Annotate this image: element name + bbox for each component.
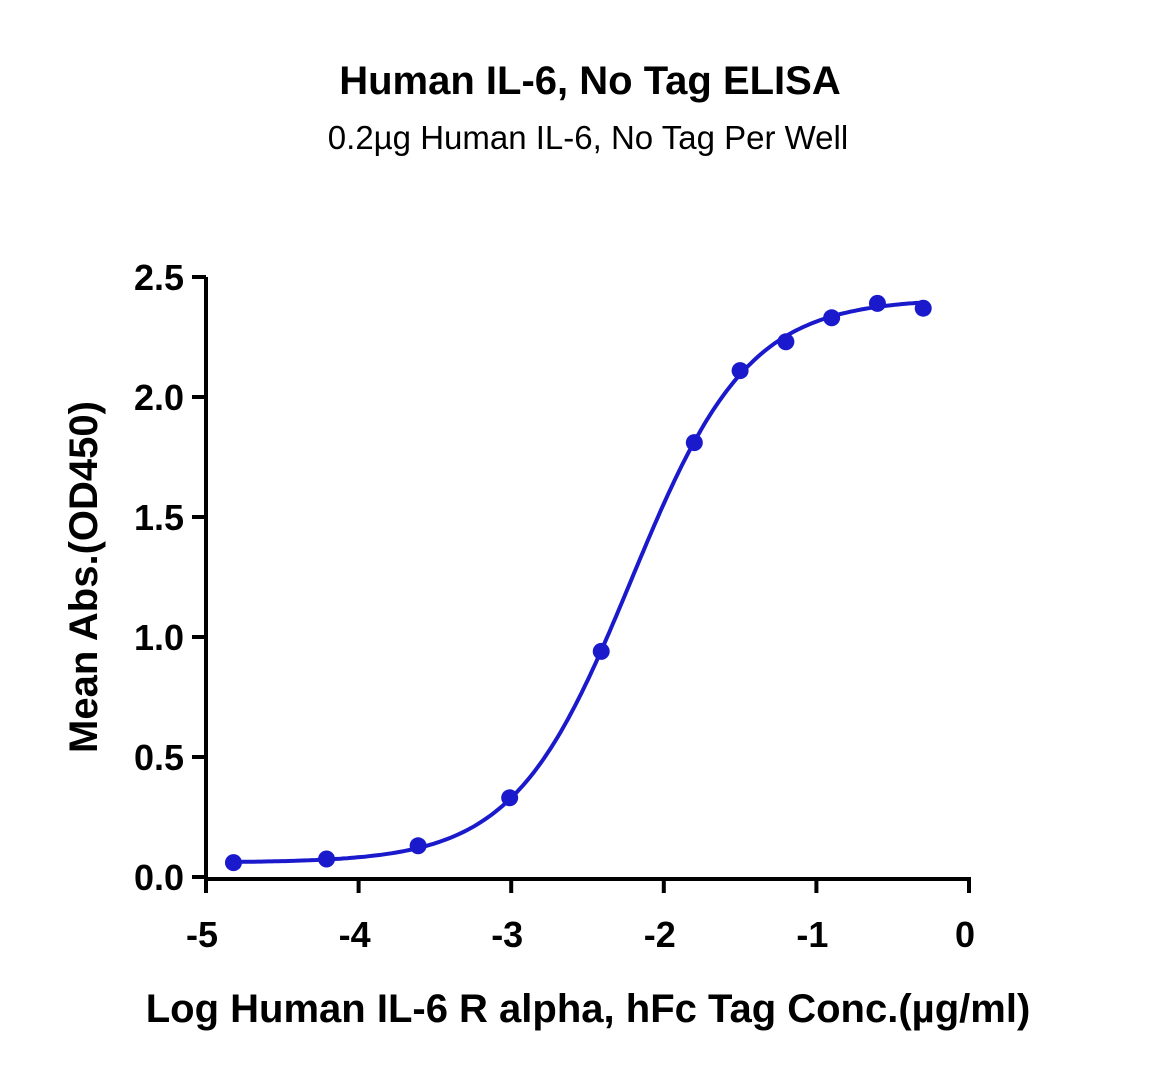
y-tick-label: 0.5 [134, 737, 184, 778]
fit-curve [233, 300, 924, 864]
data-point [823, 309, 841, 327]
chart-title: Human IL-6, No Tag ELISA [339, 59, 841, 103]
data-point [318, 850, 336, 868]
y-tick-label: 2.5 [134, 257, 184, 298]
data-point [592, 642, 610, 660]
data-point [914, 299, 932, 317]
y-tick-label: 1.5 [134, 497, 184, 538]
data-point [501, 789, 519, 807]
y-tick-label: 0.0 [134, 857, 184, 898]
x-axis-label: Log Human IL-6 R alpha, hFc Tag Conc.(µg… [146, 987, 1031, 1031]
x-tick-label: -4 [339, 914, 371, 955]
data-point [868, 294, 886, 312]
data-point [685, 434, 703, 452]
x-tick-label: 0 [955, 914, 975, 955]
x-tick-label: -2 [644, 914, 676, 955]
data-point [224, 854, 242, 872]
data-point [731, 362, 749, 380]
x-tick-label: -5 [186, 914, 218, 955]
data-point [777, 333, 795, 351]
y-tick-label: 1.0 [134, 617, 184, 658]
x-tick-label: -3 [491, 914, 523, 955]
chart-subtitle: 0.2µg Human IL-6, No Tag Per Well [328, 119, 848, 156]
y-tick-label: 2.0 [134, 377, 184, 418]
y-axis-label: Mean Abs.(OD450) [62, 401, 106, 753]
data-point [409, 837, 427, 855]
x-tick-label: -1 [796, 914, 828, 955]
